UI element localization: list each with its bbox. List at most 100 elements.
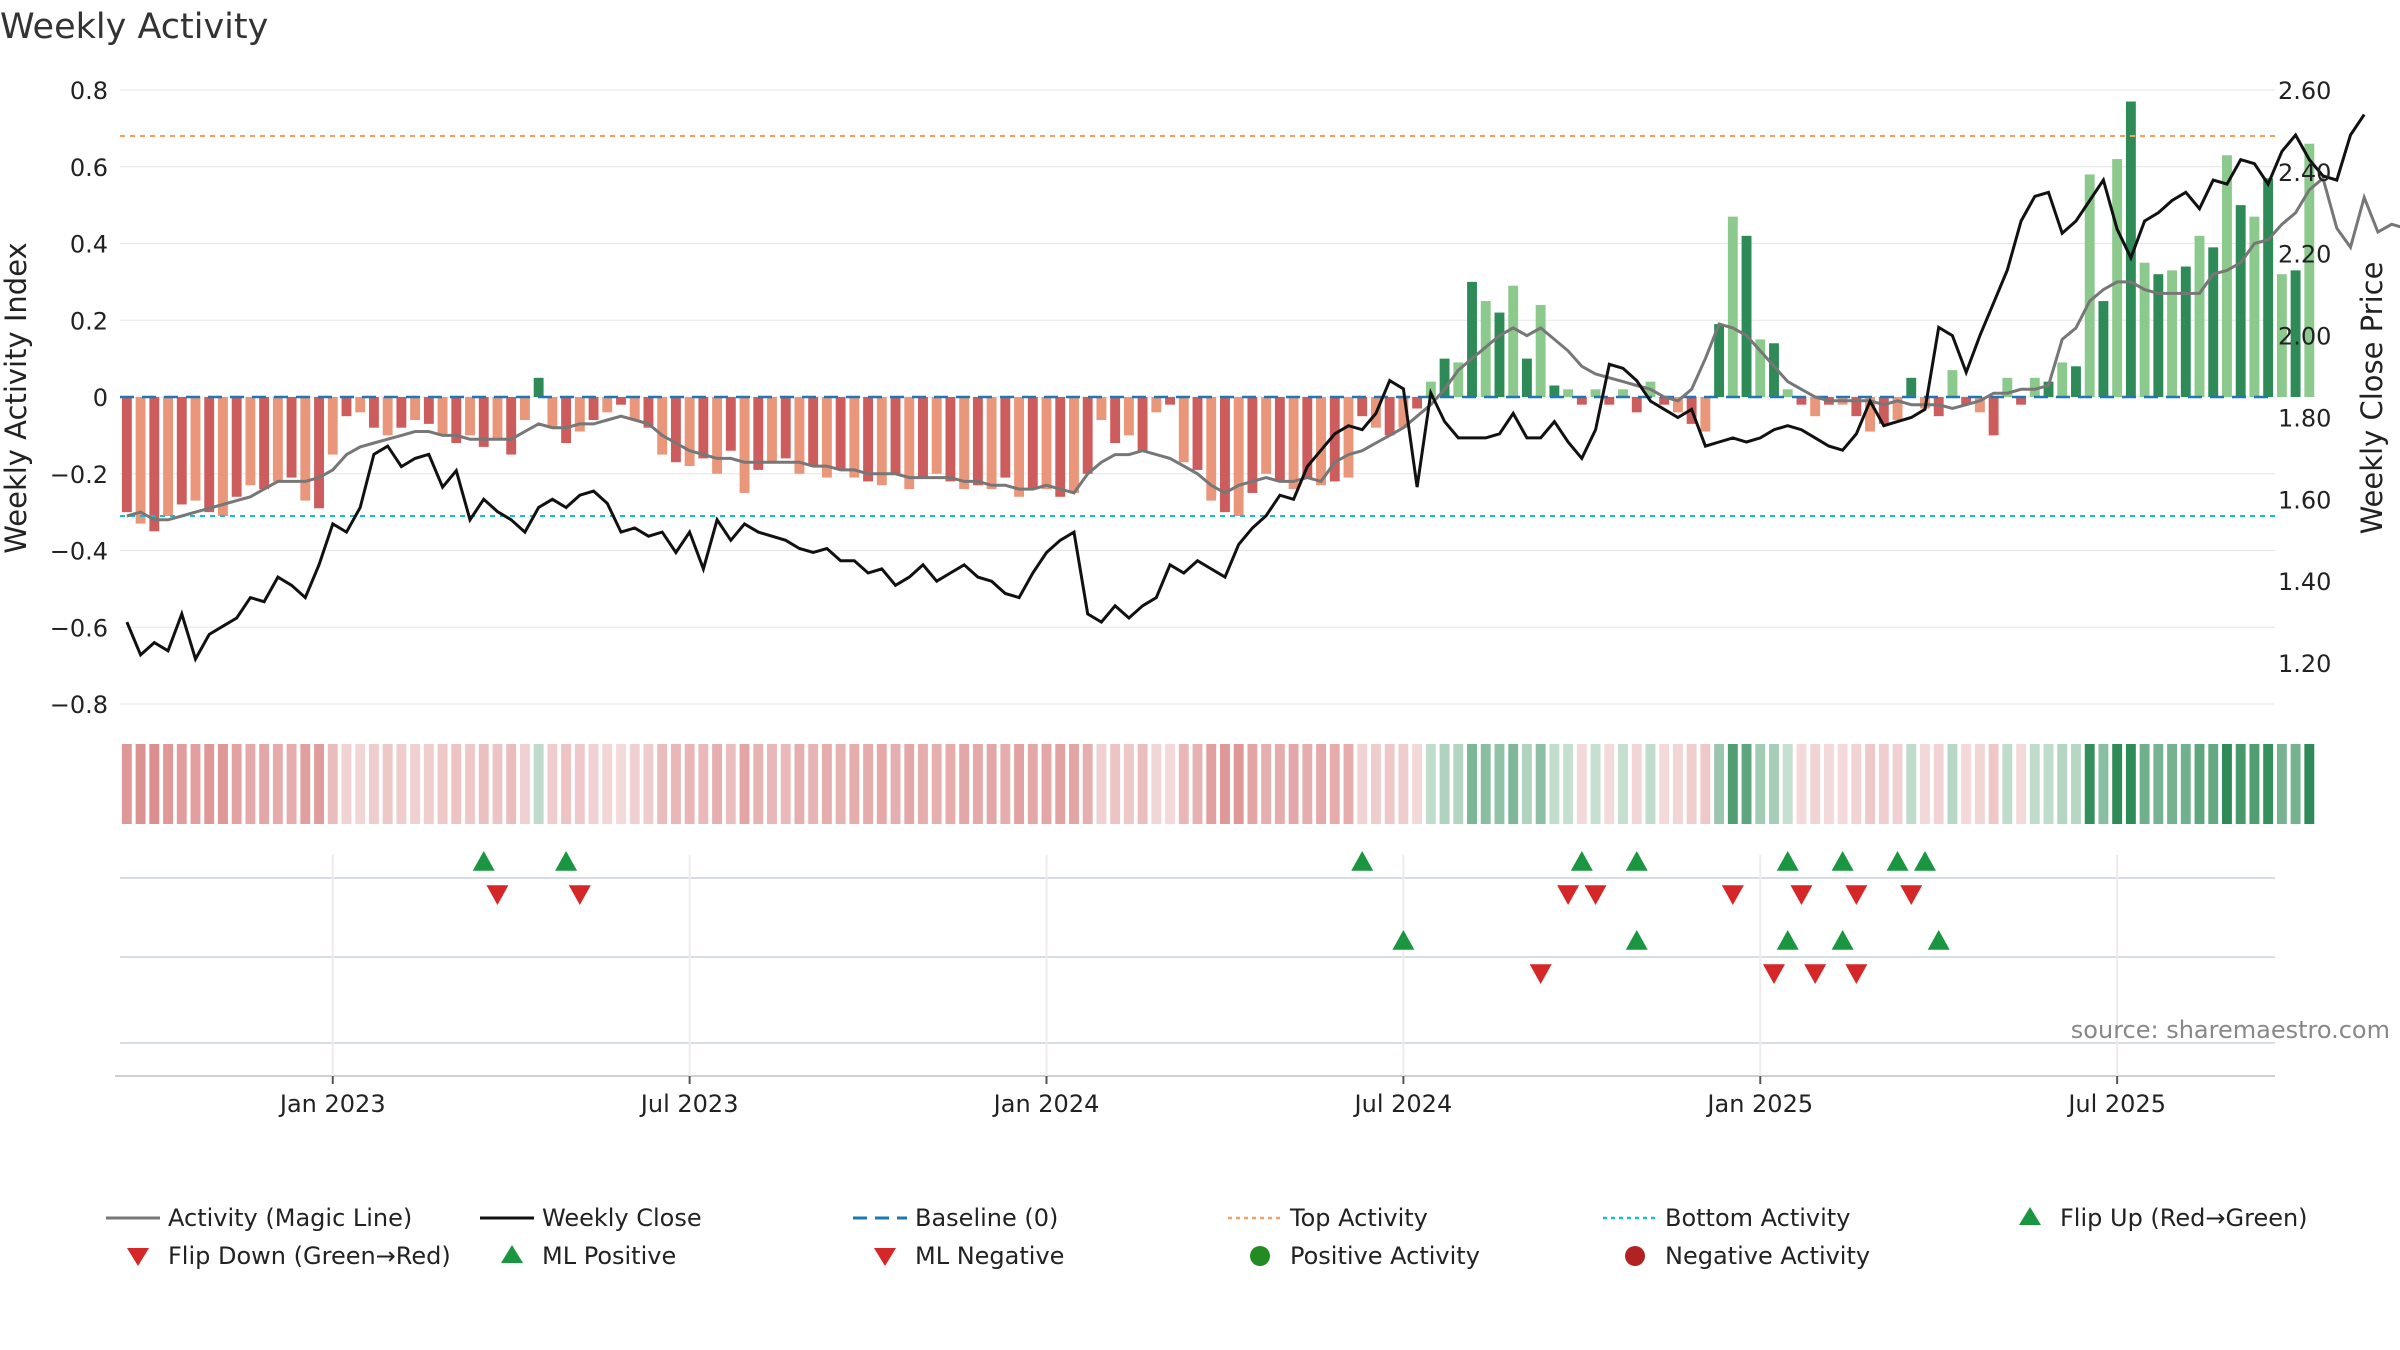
activity-bar	[1329, 397, 1340, 482]
heat-cell	[767, 744, 777, 824]
activity-bar	[1604, 397, 1615, 405]
activity-bar	[1412, 397, 1423, 409]
flip-down-marker	[1584, 885, 1607, 905]
activity-bar	[2029, 377, 2040, 397]
right-axis-label: Weekly Close Price	[2355, 262, 2389, 535]
flip-down-marker	[1845, 885, 1868, 905]
flip-up-marker	[555, 851, 578, 871]
heat-cell	[506, 744, 517, 824]
weekly-close-line	[125, 113, 2366, 663]
heat-cell	[1865, 744, 1876, 824]
activity-bar	[588, 397, 599, 421]
activity-bar	[1933, 397, 1944, 417]
activity-bar	[2043, 381, 2054, 397]
heat-cell	[451, 744, 462, 824]
activity-bar	[725, 397, 736, 451]
activity-bar	[368, 397, 379, 428]
activity-bar	[1178, 397, 1189, 463]
activity-bar	[2153, 274, 2164, 397]
activity-bar	[684, 397, 695, 467]
activity-bar	[1261, 397, 1272, 474]
activity-bar	[465, 397, 475, 436]
heat-cell	[739, 744, 750, 824]
heat-cell	[1192, 744, 1203, 824]
heat-cell	[204, 744, 215, 824]
ml-negative-marker	[1845, 964, 1868, 984]
activity-bar	[753, 397, 764, 470]
activity-bar	[1480, 301, 1491, 397]
heat-cell	[670, 744, 681, 824]
heat-cell	[1782, 744, 1793, 824]
heat-cell	[1535, 744, 1546, 824]
heat-cell	[1590, 744, 1601, 824]
flip-down-marker	[1721, 885, 1744, 905]
heat-cell	[1233, 744, 1244, 824]
activity-bar	[1700, 397, 1711, 432]
heat-cell	[1961, 744, 1972, 824]
heat-cell	[1123, 744, 1134, 824]
left-tick-label: −0.6	[50, 614, 108, 642]
activity-bar	[1425, 381, 1436, 397]
ml-negative-marker	[1804, 964, 1827, 984]
flip-down-marker	[1557, 885, 1580, 905]
heat-cell	[2098, 744, 2109, 824]
activity-bar	[2263, 178, 2274, 397]
heat-cell	[2112, 744, 2123, 824]
heat-cell	[574, 744, 585, 824]
heat-cell	[1837, 744, 1848, 824]
heat-cell	[231, 744, 242, 824]
legend-label: Bottom Activity	[1665, 1204, 1850, 1232]
activity-bar	[1810, 397, 1821, 417]
heat-cell	[890, 744, 901, 824]
magic-line	[126, 175, 2400, 522]
activity-bar	[478, 397, 489, 447]
left-tick-label: −0.2	[50, 461, 108, 489]
x-tick-label: Jul 2025	[2066, 1090, 2166, 1118]
activity-bar	[835, 397, 846, 470]
heat-cell	[2180, 744, 2191, 824]
flip-up-marker	[1625, 851, 1648, 871]
heat-cell	[1398, 744, 1409, 824]
heat-cell	[1220, 744, 1230, 824]
activity-bar	[1398, 397, 1409, 428]
activity-bar	[135, 397, 146, 524]
heat-cell	[849, 744, 860, 824]
x-tick-label: Jan 2024	[992, 1090, 1100, 1118]
activity-bar	[808, 397, 819, 467]
activity-bar	[1590, 389, 1601, 397]
activity-bar	[890, 397, 901, 474]
left-tick-label: −0.8	[50, 691, 108, 719]
legend-swatch-circle	[1625, 1246, 1645, 1266]
heat-cell	[190, 744, 201, 824]
heat-cell	[1343, 744, 1354, 824]
heat-cell	[1370, 744, 1381, 824]
heat-cell	[972, 744, 983, 824]
heat-cell	[616, 744, 626, 824]
left-tick-label: 0.6	[70, 154, 108, 182]
activity-bar	[1714, 324, 1725, 397]
activity-bar	[1906, 377, 1917, 397]
right-tick-label: 2.40	[2278, 159, 2331, 187]
heat-cell	[1480, 744, 1491, 824]
heat-cell	[1453, 744, 1464, 824]
heat-cell	[1672, 744, 1683, 824]
activity-bar	[1755, 339, 1766, 397]
ml-negative-marker	[1762, 964, 1785, 984]
heat-cell	[945, 744, 956, 824]
activity-bar	[163, 397, 173, 516]
heat-cell	[355, 744, 366, 824]
heat-cell	[1384, 744, 1395, 824]
heat-cell	[725, 744, 736, 824]
activity-bar	[780, 397, 791, 459]
activity-bar	[506, 397, 517, 455]
heat-cell	[602, 744, 613, 824]
activity-bar	[1343, 397, 1354, 478]
activity-bar	[698, 397, 709, 459]
ml-positive-marker	[1625, 930, 1648, 950]
activity-bar	[1082, 397, 1093, 474]
chart-title: Weekly Activity	[0, 7, 268, 47]
activity-bar	[1123, 397, 1134, 436]
heat-cell	[1521, 744, 1532, 824]
legend-swatch-down-triangle	[127, 1248, 149, 1266]
heat-cell	[437, 744, 448, 824]
